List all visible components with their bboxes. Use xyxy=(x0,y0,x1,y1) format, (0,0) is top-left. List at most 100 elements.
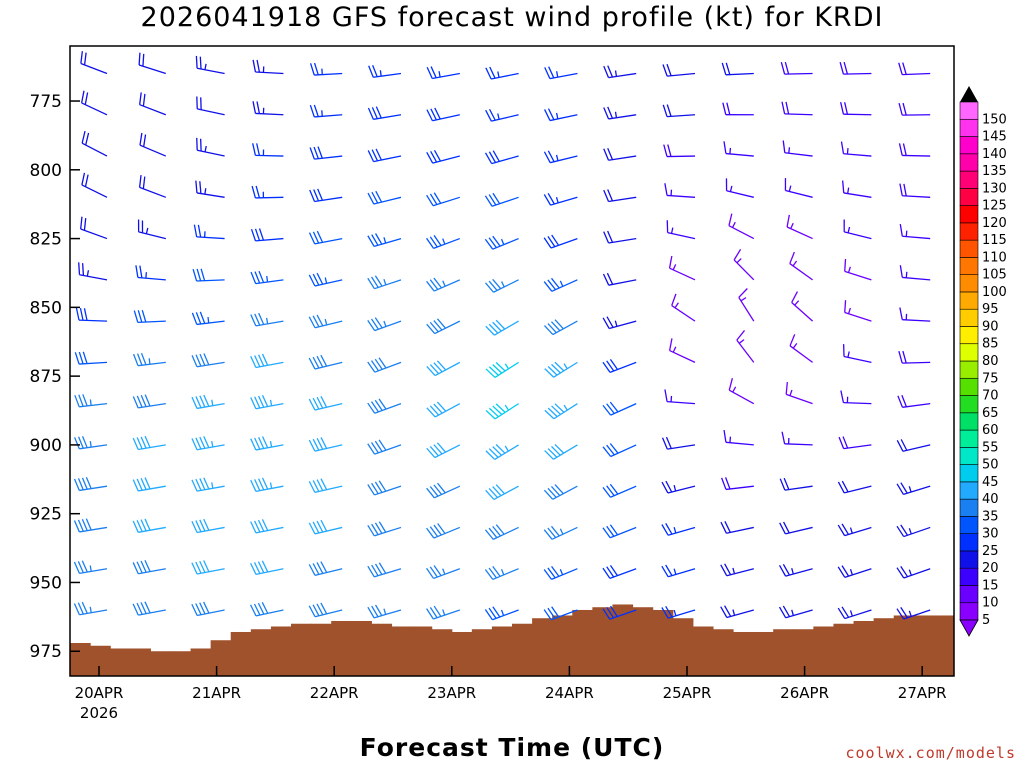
credit-link[interactable]: coolwx.com/models xyxy=(845,744,1016,762)
terrain-column xyxy=(70,642,91,676)
wind-barb xyxy=(484,606,519,621)
wind-barb xyxy=(544,403,578,420)
wind-barb xyxy=(899,183,931,198)
wind-barb xyxy=(837,523,872,537)
wind-barb xyxy=(250,228,284,242)
colorbar-label: 55 xyxy=(982,440,999,455)
colorbar-swatch xyxy=(959,257,979,275)
terrain-column xyxy=(150,651,172,676)
wind-barb xyxy=(308,437,343,452)
colorbar-swatch xyxy=(959,205,979,224)
terrain-column xyxy=(110,648,131,676)
wind-barb xyxy=(543,484,578,500)
wind-barb xyxy=(779,521,813,535)
wind-barb xyxy=(309,146,343,160)
wind-barb xyxy=(367,317,402,332)
terrain-column xyxy=(431,629,453,676)
terrain-column xyxy=(692,626,714,676)
colorbar-label: 80 xyxy=(982,354,999,369)
wind-barb xyxy=(308,395,343,411)
wind-barb xyxy=(308,354,343,370)
wind-barb xyxy=(484,150,519,165)
wind-barb xyxy=(837,565,872,578)
x-axis-label: Forecast Time (UTC) xyxy=(359,733,665,762)
wind-barb xyxy=(896,439,931,452)
colorbar-swatch xyxy=(959,222,979,241)
wind-barb xyxy=(837,606,872,620)
terrain-column xyxy=(291,623,312,676)
terrain-column xyxy=(753,631,774,676)
colorbar-label: 65 xyxy=(982,406,999,421)
colorbar-swatch xyxy=(959,118,979,137)
terrain-column xyxy=(672,618,694,676)
y-tick-label: 800 xyxy=(30,161,62,181)
wind-barb xyxy=(367,480,402,496)
colorbar-swatch xyxy=(959,360,979,379)
wind-barb xyxy=(133,309,166,324)
wind-barb xyxy=(368,64,402,78)
terrain-column xyxy=(853,620,875,676)
x-tick-label: 23APR xyxy=(427,684,476,702)
colorbar-swatch xyxy=(959,188,979,206)
wind-barb xyxy=(426,192,460,207)
wind-barb xyxy=(308,602,343,618)
colorbar-swatch xyxy=(959,343,979,362)
colorbar-label: 75 xyxy=(982,371,999,386)
colorbar-label: 15 xyxy=(982,578,999,593)
wind-barb xyxy=(426,523,461,539)
wind-barb xyxy=(485,108,519,122)
colorbar-swatch xyxy=(959,377,979,396)
colorbar-swatch xyxy=(959,498,979,517)
wind-barb xyxy=(785,381,813,405)
wind-barb xyxy=(721,62,754,76)
plot-frame xyxy=(69,45,955,677)
colorbar-swatch xyxy=(959,326,979,345)
x-tick-label: 27APR xyxy=(898,684,947,702)
wind-barb xyxy=(602,401,637,416)
wind-barb xyxy=(132,435,166,451)
wind-barb xyxy=(485,444,519,461)
terrain-column xyxy=(230,631,252,676)
wind-barb xyxy=(80,216,108,240)
colorbar-swatch xyxy=(959,602,979,621)
wind-barb xyxy=(668,338,696,363)
wind-barb xyxy=(367,190,402,205)
wind-barb xyxy=(81,172,108,198)
wind-barb xyxy=(898,350,931,364)
colorbar-label: 10 xyxy=(982,596,999,611)
wind-barb xyxy=(308,561,343,576)
x-tick-label: 25APR xyxy=(663,684,712,702)
colorbar-label: 95 xyxy=(982,302,999,317)
terrain-column xyxy=(451,631,473,676)
terrain-column xyxy=(371,623,393,676)
terrain-layer xyxy=(70,604,954,676)
colorbar: 5 10 15 20 25 30 35 40 45 50 55 60 65 70 75 80 85 90 95 100… xyxy=(959,86,1007,637)
wind-barb xyxy=(367,233,402,248)
wind-barb xyxy=(733,248,755,281)
terrain-column xyxy=(331,620,352,676)
wind-barb xyxy=(664,389,696,405)
wind-barb xyxy=(132,560,166,575)
wind-barb xyxy=(778,605,813,619)
colorbar-swatch xyxy=(959,567,979,586)
wind-barb xyxy=(728,378,755,405)
wind-barb xyxy=(81,130,108,157)
colorbar-label: 90 xyxy=(982,319,999,334)
wind-barb xyxy=(899,223,931,240)
terrain-column xyxy=(532,618,553,676)
x-tick-label: 20APR xyxy=(75,684,124,702)
wind-barb xyxy=(426,277,461,292)
wind-barb xyxy=(780,61,813,75)
wind-barb xyxy=(898,102,931,116)
colorbar-label: 145 xyxy=(982,130,1007,145)
chart-title: 2026041918 GFS forecast wind profile (kt… xyxy=(140,2,884,33)
wind-barb xyxy=(252,101,284,116)
wind-barb xyxy=(139,132,167,157)
colorbar-bottom-arrow xyxy=(959,619,979,637)
colorbar-label: 150 xyxy=(982,112,1007,127)
colorbar-top-arrow xyxy=(960,86,978,102)
wind-barb xyxy=(78,262,108,281)
colorbar-swatch xyxy=(959,274,979,293)
wind-barb xyxy=(738,288,755,322)
